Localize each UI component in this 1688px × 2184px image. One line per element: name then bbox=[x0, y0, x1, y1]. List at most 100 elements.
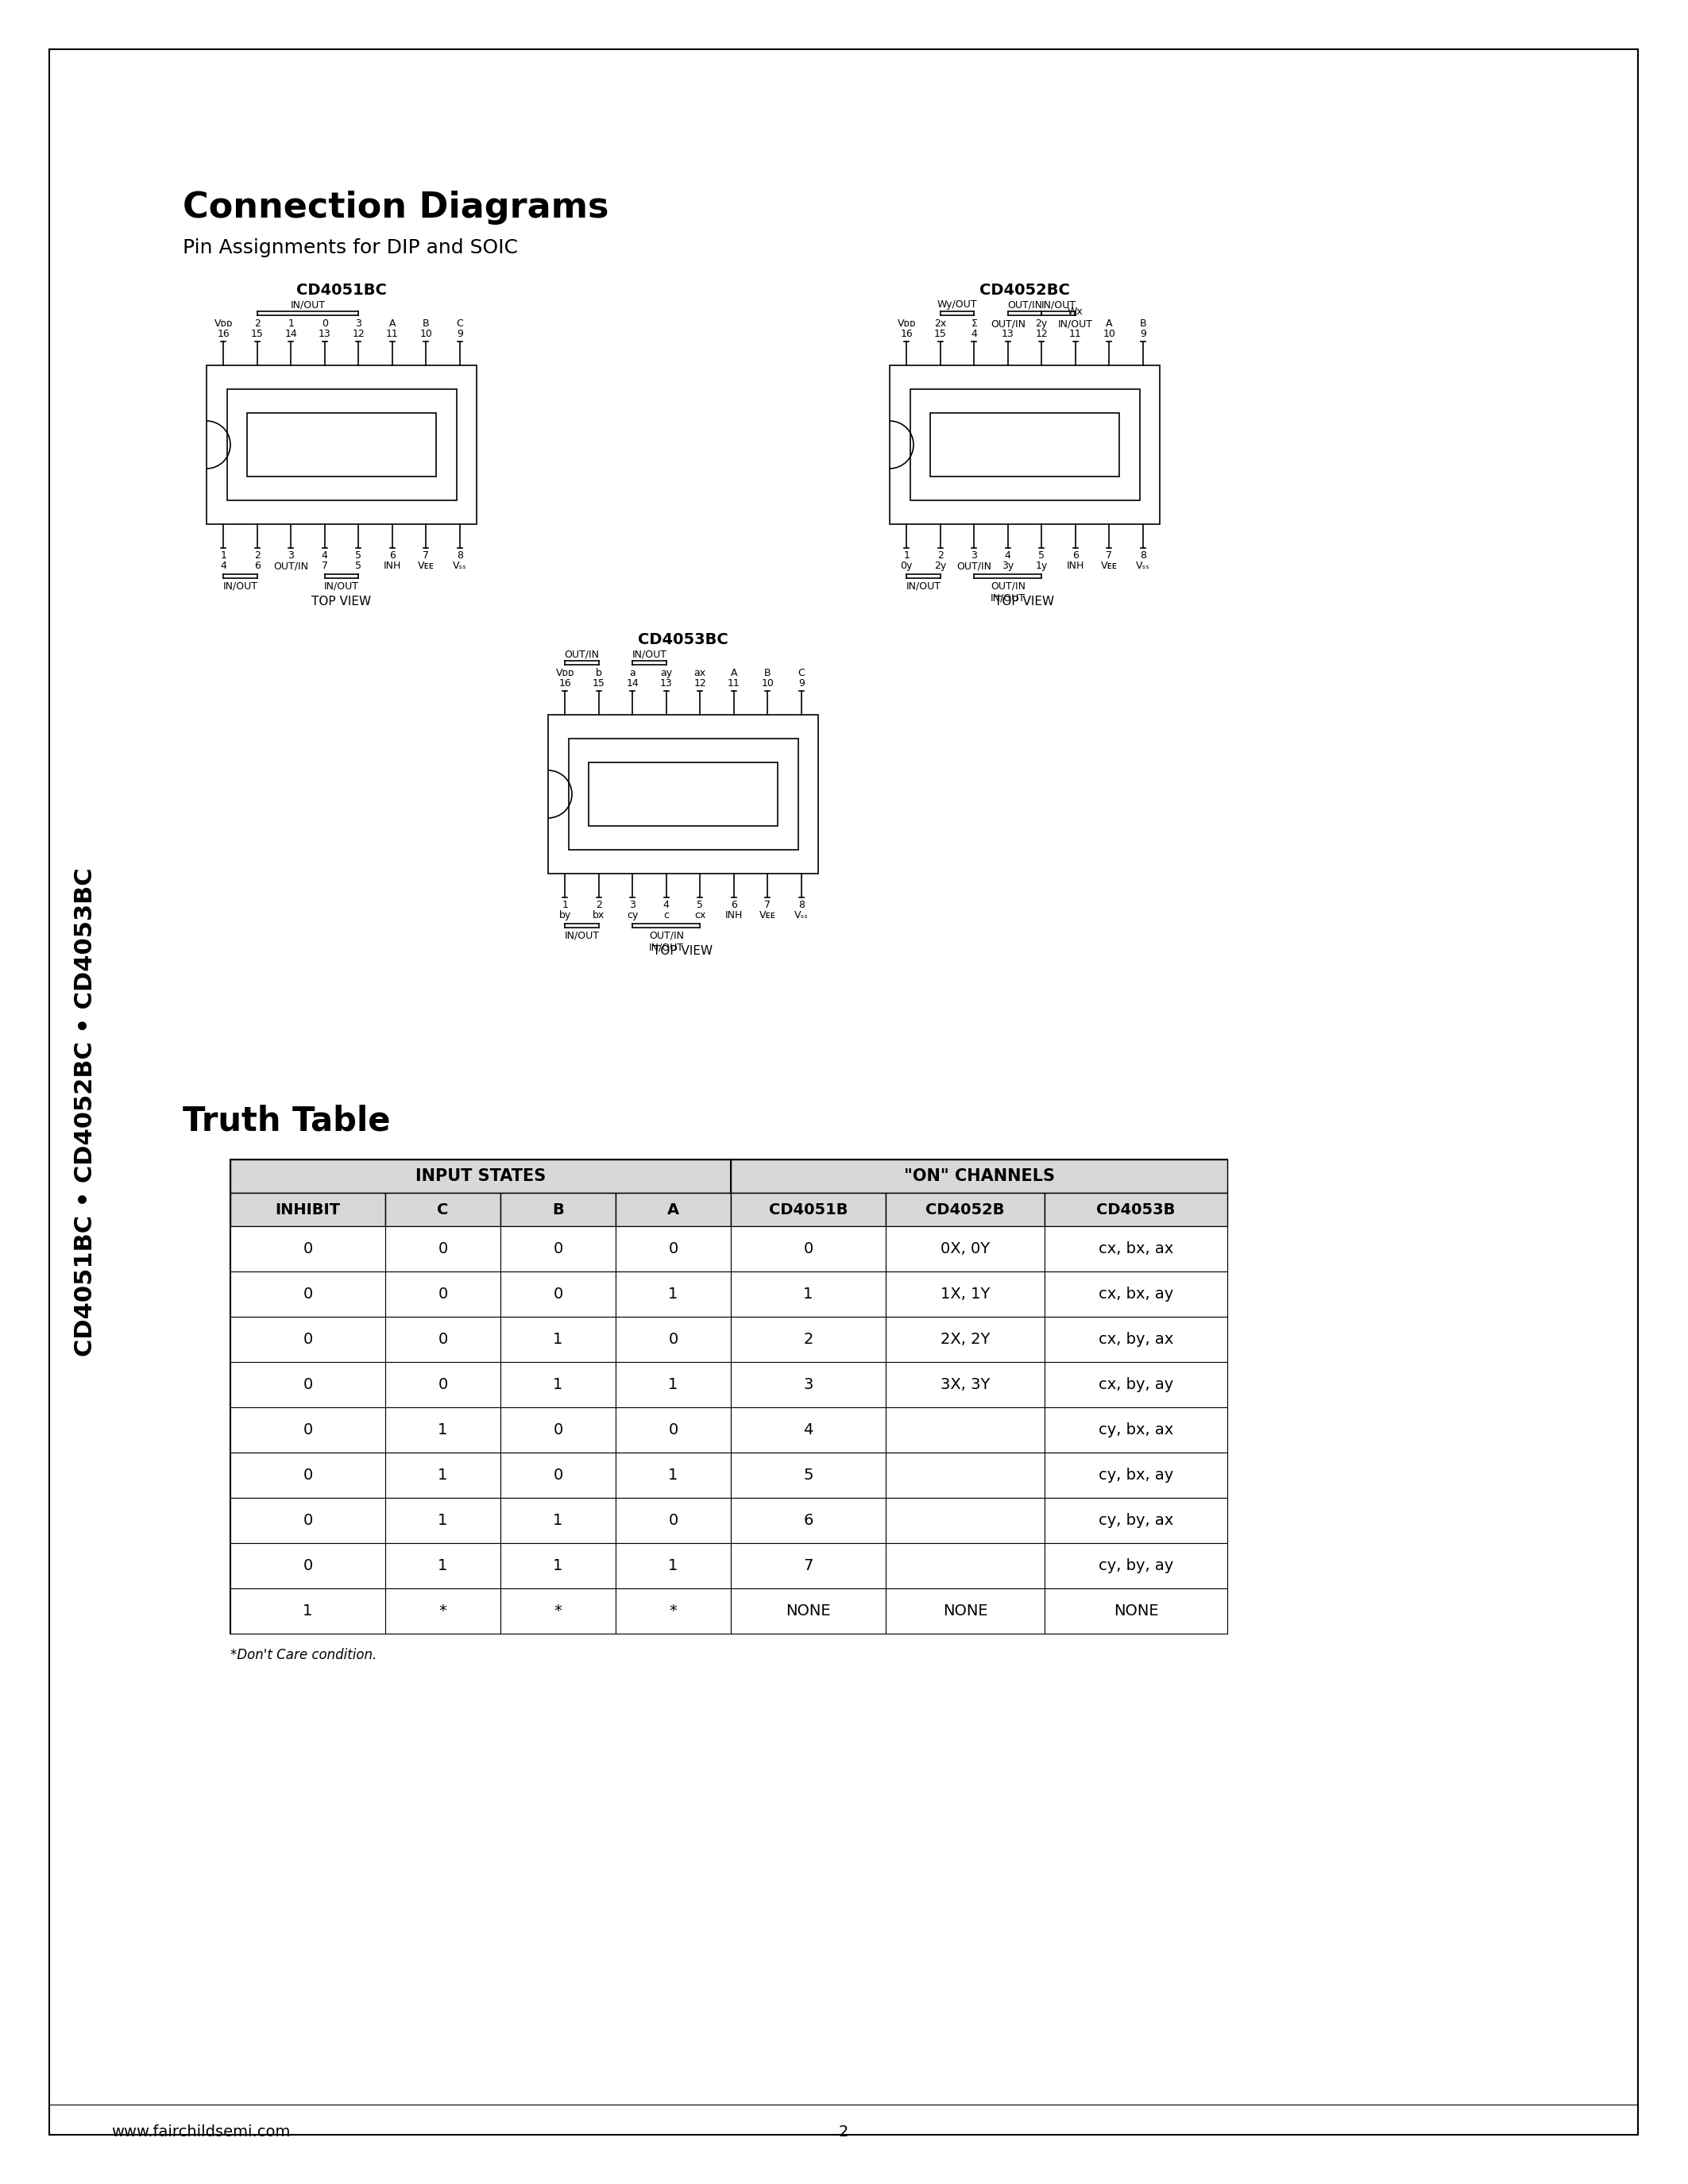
Text: Vₛₛ: Vₛₛ bbox=[452, 561, 468, 570]
Text: cy, by, ax: cy, by, ax bbox=[1099, 1514, 1173, 1529]
Bar bbox=[500, 1317, 616, 1363]
Bar bbox=[731, 1452, 886, 1498]
Text: 7: 7 bbox=[422, 550, 429, 561]
Text: cy, by, ay: cy, by, ay bbox=[1099, 1557, 1173, 1572]
Text: cy: cy bbox=[626, 911, 638, 919]
Text: 0: 0 bbox=[554, 1286, 562, 1302]
Bar bbox=[230, 1406, 385, 1452]
Bar bbox=[500, 1225, 616, 1271]
Text: *: * bbox=[668, 1603, 677, 1618]
Text: OUT/IN: OUT/IN bbox=[273, 561, 309, 570]
Text: 4: 4 bbox=[971, 330, 977, 339]
Text: 0: 0 bbox=[437, 1286, 447, 1302]
Bar bbox=[731, 1160, 1227, 1192]
Text: 14: 14 bbox=[285, 330, 297, 339]
Text: cx, bx, ax: cx, bx, ax bbox=[1099, 1241, 1173, 1256]
Text: 1: 1 bbox=[562, 900, 569, 911]
Bar bbox=[886, 1544, 1045, 1588]
Text: cy, bx, ay: cy, bx, ay bbox=[1099, 1468, 1173, 1483]
Text: C: C bbox=[437, 1201, 449, 1216]
Text: 6: 6 bbox=[253, 561, 260, 570]
Text: 15: 15 bbox=[252, 330, 263, 339]
Text: 7: 7 bbox=[1106, 550, 1112, 561]
Bar bbox=[616, 1406, 731, 1452]
Text: 1: 1 bbox=[302, 1603, 312, 1618]
Bar bbox=[1045, 1363, 1227, 1406]
Text: 8: 8 bbox=[456, 550, 463, 561]
Text: IN/OUT: IN/OUT bbox=[564, 930, 599, 941]
Bar bbox=[886, 1225, 1045, 1271]
Text: 8: 8 bbox=[798, 900, 805, 911]
Text: 0: 0 bbox=[668, 1332, 679, 1348]
Bar bbox=[731, 1225, 886, 1271]
Bar bbox=[385, 1544, 500, 1588]
Text: B: B bbox=[765, 668, 771, 679]
Text: 2y: 2y bbox=[1035, 319, 1048, 330]
Bar bbox=[616, 1498, 731, 1544]
Text: *Don't Care condition.: *Don't Care condition. bbox=[230, 1649, 376, 1662]
Text: 11: 11 bbox=[1069, 330, 1082, 339]
Text: CD4052BC: CD4052BC bbox=[979, 282, 1070, 297]
Text: 5: 5 bbox=[354, 561, 361, 570]
Text: 5: 5 bbox=[1038, 550, 1045, 561]
Text: 3: 3 bbox=[803, 1378, 814, 1391]
Text: NONE: NONE bbox=[942, 1603, 987, 1618]
Bar bbox=[616, 1363, 731, 1406]
Bar bbox=[500, 1544, 616, 1588]
Bar bbox=[500, 1271, 616, 1317]
Bar bbox=[1045, 1544, 1227, 1588]
Text: 1y: 1y bbox=[1035, 561, 1048, 570]
Text: IN/OUT: IN/OUT bbox=[324, 581, 360, 592]
Text: 4: 4 bbox=[803, 1422, 814, 1437]
Text: NONE: NONE bbox=[1114, 1603, 1158, 1618]
Text: C: C bbox=[456, 319, 463, 330]
Text: 3: 3 bbox=[287, 550, 294, 561]
Bar bbox=[616, 1452, 731, 1498]
Text: 13: 13 bbox=[660, 679, 672, 688]
Text: 5: 5 bbox=[354, 550, 361, 561]
Text: Wx
IN/OUT: Wx IN/OUT bbox=[1058, 306, 1092, 330]
Text: OUT/IN: OUT/IN bbox=[957, 561, 991, 570]
Bar bbox=[731, 1544, 886, 1588]
Text: 1: 1 bbox=[437, 1422, 447, 1437]
Bar bbox=[1045, 1406, 1227, 1452]
Text: 1: 1 bbox=[437, 1468, 447, 1483]
Text: 0: 0 bbox=[302, 1422, 312, 1437]
Bar bbox=[886, 1452, 1045, 1498]
Text: A: A bbox=[731, 668, 738, 679]
Bar bbox=[616, 1271, 731, 1317]
Bar bbox=[385, 1192, 500, 1225]
Text: 1: 1 bbox=[668, 1468, 679, 1483]
Bar bbox=[886, 1271, 1045, 1317]
Text: 1: 1 bbox=[437, 1557, 447, 1572]
Text: 14: 14 bbox=[626, 679, 638, 688]
Bar bbox=[230, 1160, 1227, 1634]
Bar bbox=[731, 1192, 886, 1225]
Text: OUT/IN: OUT/IN bbox=[1008, 299, 1041, 310]
Text: bx: bx bbox=[592, 911, 604, 919]
Text: 1: 1 bbox=[554, 1514, 564, 1529]
Bar bbox=[226, 389, 456, 500]
Bar bbox=[886, 1363, 1045, 1406]
Text: 12: 12 bbox=[353, 330, 365, 339]
Text: 0: 0 bbox=[437, 1241, 447, 1256]
Text: Vₛₛ: Vₛₛ bbox=[1136, 561, 1150, 570]
Bar bbox=[1045, 1498, 1227, 1544]
Bar bbox=[385, 1271, 500, 1317]
Text: IN/OUT: IN/OUT bbox=[906, 581, 940, 592]
Bar bbox=[890, 365, 1160, 524]
Bar bbox=[500, 1498, 616, 1544]
Bar bbox=[1045, 1452, 1227, 1498]
Text: INH: INH bbox=[724, 911, 743, 919]
Text: CD4051B: CD4051B bbox=[768, 1201, 847, 1216]
Text: www.fairchildsemi.com: www.fairchildsemi.com bbox=[111, 2125, 290, 2140]
Text: Vₛₛ: Vₛₛ bbox=[795, 911, 809, 919]
Text: "ON" CHANNELS: "ON" CHANNELS bbox=[903, 1168, 1055, 1184]
Text: cx, by, ax: cx, by, ax bbox=[1099, 1332, 1173, 1348]
Text: *: * bbox=[554, 1603, 562, 1618]
Bar bbox=[500, 1452, 616, 1498]
Text: 0y: 0y bbox=[900, 561, 913, 570]
Text: Vᴇᴇ: Vᴇᴇ bbox=[417, 561, 434, 570]
Text: ax: ax bbox=[694, 668, 706, 679]
Text: 4: 4 bbox=[219, 561, 226, 570]
